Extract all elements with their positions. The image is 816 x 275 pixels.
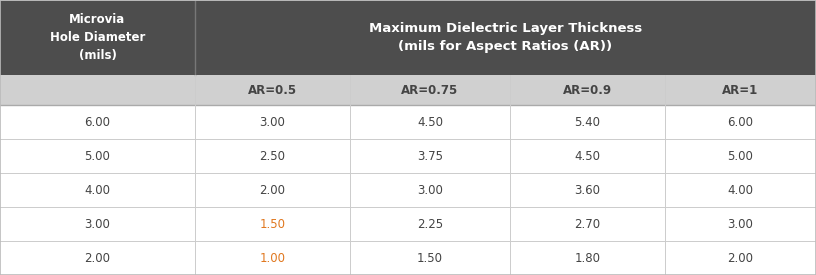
Text: 5.00: 5.00 [85,150,110,163]
Bar [510,75,665,105]
Text: 3.75: 3.75 [417,150,443,163]
Text: 2.00: 2.00 [259,183,286,197]
Text: 5.40: 5.40 [574,116,601,128]
Text: 4.50: 4.50 [417,116,443,128]
Bar [350,75,510,105]
Text: 1.50: 1.50 [259,218,286,230]
Text: 2.25: 2.25 [417,218,443,230]
Text: AR=1: AR=1 [722,84,759,97]
Text: 1.00: 1.00 [259,252,286,265]
Text: Maximum Dielectric Layer Thickness
(mils for Aspect Ratios (AR)): Maximum Dielectric Layer Thickness (mils… [369,22,642,53]
Text: AR=0.5: AR=0.5 [248,84,297,97]
Text: 3.00: 3.00 [259,116,286,128]
Text: 1.80: 1.80 [574,252,601,265]
Bar [0,75,195,105]
Text: 6.00: 6.00 [728,116,753,128]
Bar [0,173,816,207]
Text: 2.70: 2.70 [574,218,601,230]
Bar [0,139,816,173]
Text: 5.00: 5.00 [728,150,753,163]
Text: AR=0.9: AR=0.9 [563,84,612,97]
Text: Microvia
Hole Diameter
(mils): Microvia Hole Diameter (mils) [50,13,145,62]
Bar [195,0,816,75]
Bar [195,75,350,105]
Bar [665,75,816,105]
Text: 4.00: 4.00 [728,183,753,197]
Bar [0,105,816,139]
Text: 3.00: 3.00 [85,218,110,230]
Text: 6.00: 6.00 [85,116,110,128]
Bar [0,241,816,275]
Text: 1.50: 1.50 [417,252,443,265]
Text: 4.00: 4.00 [85,183,110,197]
Bar [0,0,195,75]
Text: 3.00: 3.00 [417,183,443,197]
Text: 2.00: 2.00 [85,252,110,265]
Text: 4.50: 4.50 [574,150,601,163]
Text: 3.00: 3.00 [728,218,753,230]
Bar [0,207,816,241]
Text: 2.00: 2.00 [728,252,753,265]
Text: AR=0.75: AR=0.75 [401,84,459,97]
Text: 3.60: 3.60 [574,183,601,197]
Text: 2.50: 2.50 [259,150,286,163]
